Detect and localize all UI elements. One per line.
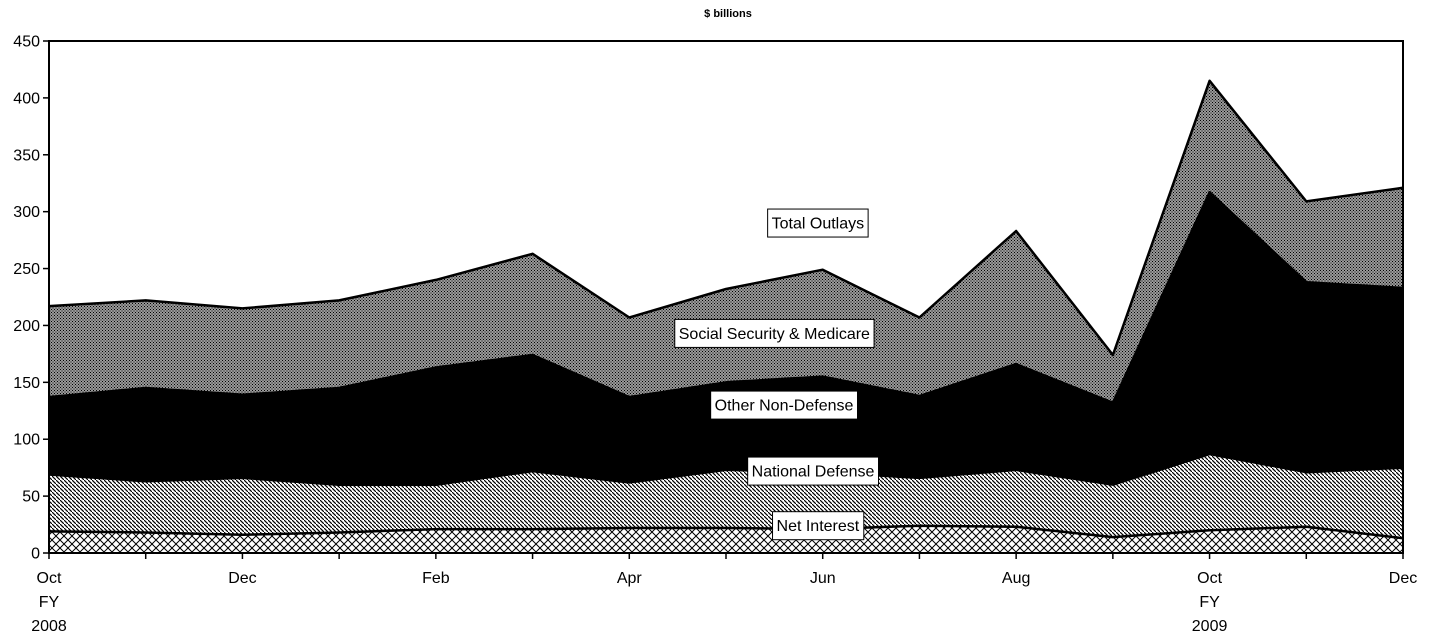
x-tick-label: Oct FY 2008 — [31, 570, 67, 635]
y-tick-label: 400 — [13, 90, 40, 107]
annotation-label: Total Outlays — [772, 216, 864, 233]
line-net-interest — [48, 524, 1404, 540]
area-national-defense — [49, 454, 1403, 539]
line-national-defense — [48, 452, 1404, 486]
annotation-box — [767, 208, 869, 238]
annotation-national-defense: National Defense — [747, 456, 880, 486]
annotation-label: National Defense — [752, 464, 875, 481]
y-axis: 0 50 100 150 200 250 300 350 400 450 — [13, 34, 49, 563]
x-tick-label: Oct FY 2009 — [1192, 570, 1228, 635]
annotation-total-outlays: Total Outlays — [767, 208, 869, 238]
annotation-social-security-and-medicare: Social Security & Medicare — [674, 318, 875, 348]
y-tick-label: 200 — [13, 318, 40, 335]
line-social-security-and-medicare — [48, 79, 1404, 357]
annotation-box — [710, 390, 858, 420]
area-other-non-defense — [49, 192, 1403, 485]
annotation-box — [772, 511, 865, 541]
annotations: Total Outlays Social Security & Medicare O… — [674, 208, 880, 541]
annotation-label: Social Security & Medicare — [679, 326, 870, 343]
annotation-box — [674, 318, 875, 348]
x-tick-label: Jun — [810, 570, 836, 587]
y-tick-label: 300 — [13, 204, 40, 221]
y-tick-label: 150 — [13, 375, 40, 392]
y-tick-label: 50 — [22, 489, 40, 506]
x-tick-label: Apr — [617, 570, 643, 587]
x-tick-label: Aug — [1002, 570, 1030, 587]
x-tick-label: Dec — [228, 570, 256, 587]
x-tick-label: Feb — [422, 570, 450, 587]
y-tick-label: 250 — [13, 261, 40, 278]
y-tick-label: 0 — [31, 546, 40, 563]
chart-title: $ billions — [704, 8, 752, 20]
annotation-label: Net Interest — [777, 518, 860, 535]
y-tick-label: 450 — [13, 34, 40, 51]
series-lines — [48, 79, 1404, 540]
annotation-box — [747, 456, 880, 486]
y-tick-label: 100 — [13, 432, 40, 449]
annotation-label: Other Non-Defense — [715, 398, 854, 415]
area-social-security-and-medicare — [49, 80, 1403, 403]
line-other-non-defense — [48, 191, 1404, 405]
area-layers — [49, 80, 1403, 553]
x-tick-label: Dec — [1389, 570, 1417, 587]
y-tick-label: 350 — [13, 147, 40, 164]
x-axis: Oct FY 2008 Dec Feb Apr Jun Aug Oct FY 2009 Dec — [31, 553, 1417, 635]
annotation-other-non-defense: Other Non-Defense — [710, 390, 858, 420]
annotation-net-interest: Net Interest — [772, 511, 865, 541]
